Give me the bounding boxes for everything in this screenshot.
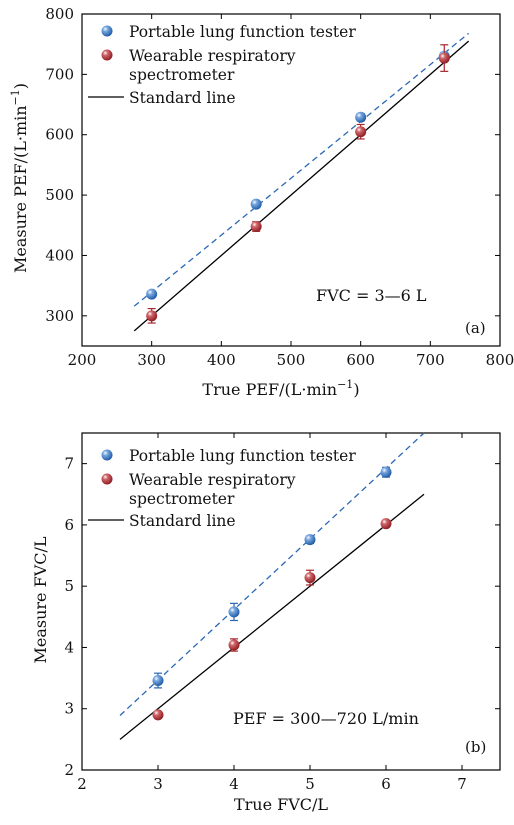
x-tick-label: 2 [77, 775, 87, 793]
data-point-blue [250, 198, 262, 210]
legend-item1-a: Portable lung function tester [129, 23, 356, 41]
x-tick-label: 7 [457, 775, 467, 793]
panel-tag-a: (a) [465, 319, 486, 337]
lines-a [133, 32, 470, 332]
x-tick-label: 4 [229, 775, 239, 793]
y-tick-label: 5 [64, 577, 74, 595]
data-point-red [380, 518, 392, 530]
legend-marker-blue-b [101, 449, 113, 461]
standard-line [119, 493, 425, 740]
fit-line-dashed [133, 32, 470, 307]
data-point-blue [380, 466, 392, 478]
y-tick-label: 300 [45, 307, 74, 325]
legend-marker-red-a [101, 49, 113, 61]
legend-item2-line2-b: spectrometer [129, 490, 235, 508]
legend-item2-line1-b: Wearable respiratory [129, 471, 296, 489]
x-tick-label: 3 [153, 775, 163, 793]
y-tick-label: 800 [45, 5, 74, 23]
data-point-blue [355, 111, 367, 123]
data-point-blue [304, 534, 316, 546]
chart-panel-b: 2 3 4 5 6 7 2 3 4 5 6 7 True FVC/L Measure FVC/L PE… [31, 432, 501, 814]
y-tick-label: 4 [64, 638, 74, 656]
ticks-a: 200 300 400 500 600 700 800 300 400 500 600 700 800 [45, 5, 514, 369]
y-tick-label: 500 [45, 186, 74, 204]
x-axis-label-a: True PEF/(L·min−1) [202, 378, 359, 399]
y-tick-label: 400 [45, 246, 74, 264]
data-point-blue [146, 288, 158, 300]
x-tick-label: 400 [207, 351, 236, 369]
legend-item2-line1-a: Wearable respiratory [129, 47, 296, 65]
marks-a [146, 44, 450, 324]
y-tick-label: 600 [45, 126, 74, 144]
data-point-red [250, 220, 262, 232]
data-point-red [304, 572, 316, 584]
y-tick-label: 6 [64, 516, 74, 534]
legend-item3-a: Standard line [129, 89, 236, 107]
x-tick-label: 800 [486, 351, 514, 369]
x-tick-label: 300 [137, 351, 166, 369]
plot-border [81, 432, 501, 771]
chart-panel-a: 200 300 400 500 600 700 800300400500600700800 … [9, 5, 514, 399]
legend-item3-b: Standard line [129, 512, 236, 530]
data-point-red [228, 639, 240, 651]
axes-frame-b [81, 432, 501, 771]
x-tick-label: 5 [305, 775, 315, 793]
x-tick-label: 200 [68, 351, 97, 369]
x-tick-label: 500 [277, 351, 306, 369]
standard-line [133, 40, 470, 332]
x-tick-label: 6 [381, 775, 391, 793]
data-point-red [438, 52, 450, 64]
panel-tag-b: (b) [465, 738, 486, 756]
y-axis-label-b: Measure FVC/L [31, 536, 50, 663]
legend-item2-line2-a: spectrometer [129, 66, 235, 84]
marks-b [152, 466, 392, 721]
data-point-blue [152, 675, 164, 687]
fit-line-dashed [119, 432, 425, 716]
y-tick-label: 2 [64, 761, 74, 779]
legend-item1-b: Portable lung function tester [129, 447, 356, 465]
lines-b [119, 432, 425, 740]
legend-a: Portable lung function tester Wearable r… [88, 23, 356, 107]
annotation-a: FVC = 3—6 L [316, 286, 427, 305]
x-tick-label: 700 [416, 351, 445, 369]
x-tick-label: 600 [346, 351, 375, 369]
data-point-blue [228, 606, 240, 618]
annotation-b: PEF = 300—720 L/min [233, 709, 419, 728]
y-tick-label: 3 [64, 700, 74, 718]
legend-marker-blue-a [101, 25, 113, 37]
data-point-red [355, 126, 367, 138]
legend-b: Portable lung function tester Wearable r… [88, 447, 356, 530]
y-tick-label: 7 [64, 455, 74, 473]
legend-marker-red-b [101, 473, 113, 485]
y-axis-label-a: Measure PEF/(L·min−1) [9, 83, 30, 273]
ticks-b: 2 3 4 5 6 7 2 3 4 5 6 7 [64, 433, 500, 793]
data-point-red [152, 709, 164, 721]
y-tick-label: 700 [45, 65, 74, 83]
data-point-red [146, 310, 158, 322]
x-axis-label-b: True FVC/L [234, 795, 328, 814]
